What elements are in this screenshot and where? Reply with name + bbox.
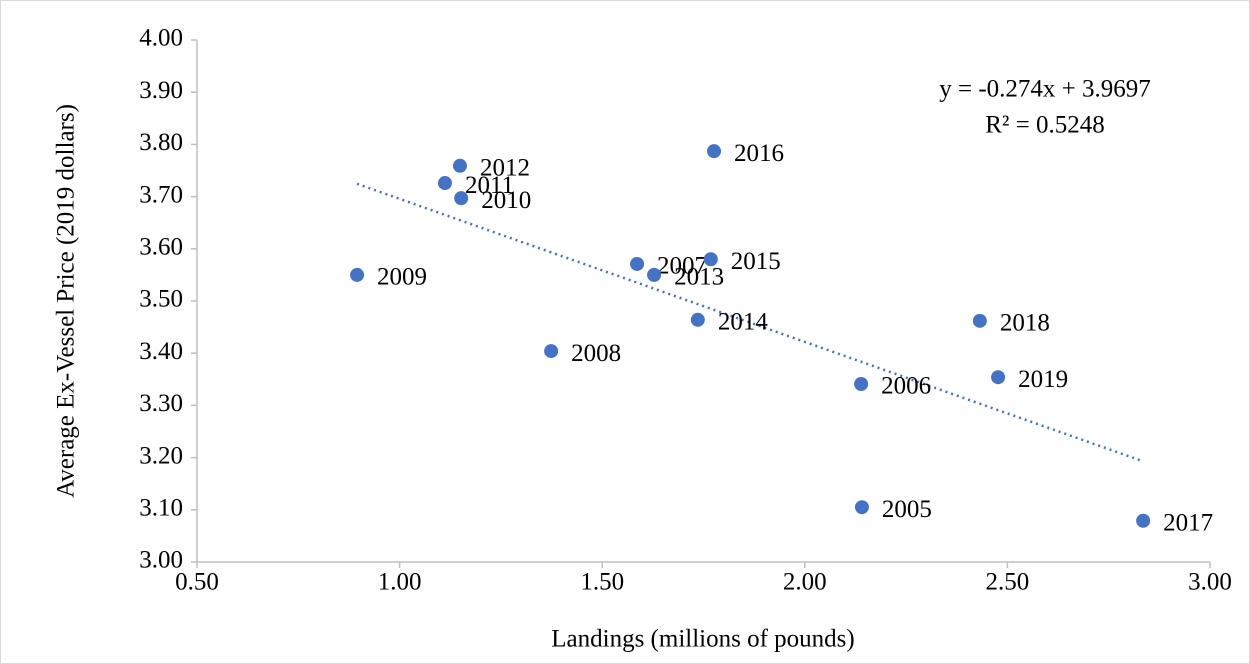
point	[707, 144, 722, 159]
point	[452, 158, 467, 173]
point-label: 2015	[731, 248, 781, 275]
point	[454, 191, 469, 206]
point-label: 2006	[881, 373, 931, 400]
y-tick-label: 4.00	[139, 25, 183, 52]
point-label: 2018	[1000, 310, 1050, 337]
point-label: 2009	[377, 264, 427, 291]
y-tick-label: 3.60	[139, 234, 183, 261]
point	[854, 376, 869, 391]
x-tick-label: 0.50	[175, 569, 219, 596]
point	[972, 313, 987, 328]
point	[437, 176, 452, 191]
trendline	[356, 182, 1144, 463]
y-tick-label: 3.80	[139, 129, 183, 156]
point-label: 2010	[481, 187, 531, 214]
x-tick-label: 2.50	[986, 569, 1030, 596]
point	[630, 256, 645, 271]
point-label: 2005	[882, 496, 932, 523]
y-tick-label: 3.20	[139, 442, 183, 469]
point	[703, 252, 718, 267]
point-label: 2008	[571, 340, 621, 367]
point-label: 2017	[1163, 509, 1213, 536]
x-axis-title: Landings (millions of pounds)	[551, 626, 854, 653]
point	[350, 267, 365, 282]
x-tick-label: 2.00	[783, 569, 827, 596]
point	[1136, 513, 1151, 528]
trendline-equation: y = -0.274x + 3.9697	[939, 76, 1151, 103]
point-label: 2012	[480, 155, 530, 182]
y-tick-label: 3.00	[139, 547, 183, 574]
point-label: 2016	[734, 140, 784, 167]
point	[991, 370, 1006, 385]
point	[854, 500, 869, 515]
x-tick-label: 1.00	[378, 569, 422, 596]
y-axis-title: Average Ex-Vessel Price (2019 dollars)	[53, 104, 80, 498]
point-label: 2013	[674, 264, 724, 291]
x-tick-label: 3.00	[1188, 569, 1232, 596]
y-tick-label: 3.30	[139, 390, 183, 417]
point	[647, 267, 662, 282]
x-tick-label: 1.50	[580, 569, 624, 596]
y-tick-label: 3.40	[139, 338, 183, 365]
y-tick-label: 3.90	[139, 77, 183, 104]
point-label: 2007	[657, 253, 707, 280]
point-label: 2014	[718, 309, 769, 336]
point-label: 2019	[1018, 366, 1068, 393]
y-tick-label: 3.50	[139, 286, 183, 313]
point-label: 2011	[465, 172, 514, 199]
point	[690, 312, 705, 327]
y-tick-label: 3.10	[139, 495, 183, 522]
y-tick-label: 3.70	[139, 181, 183, 208]
point	[544, 344, 559, 359]
trendline-r2: R² = 0.5248	[985, 112, 1105, 139]
